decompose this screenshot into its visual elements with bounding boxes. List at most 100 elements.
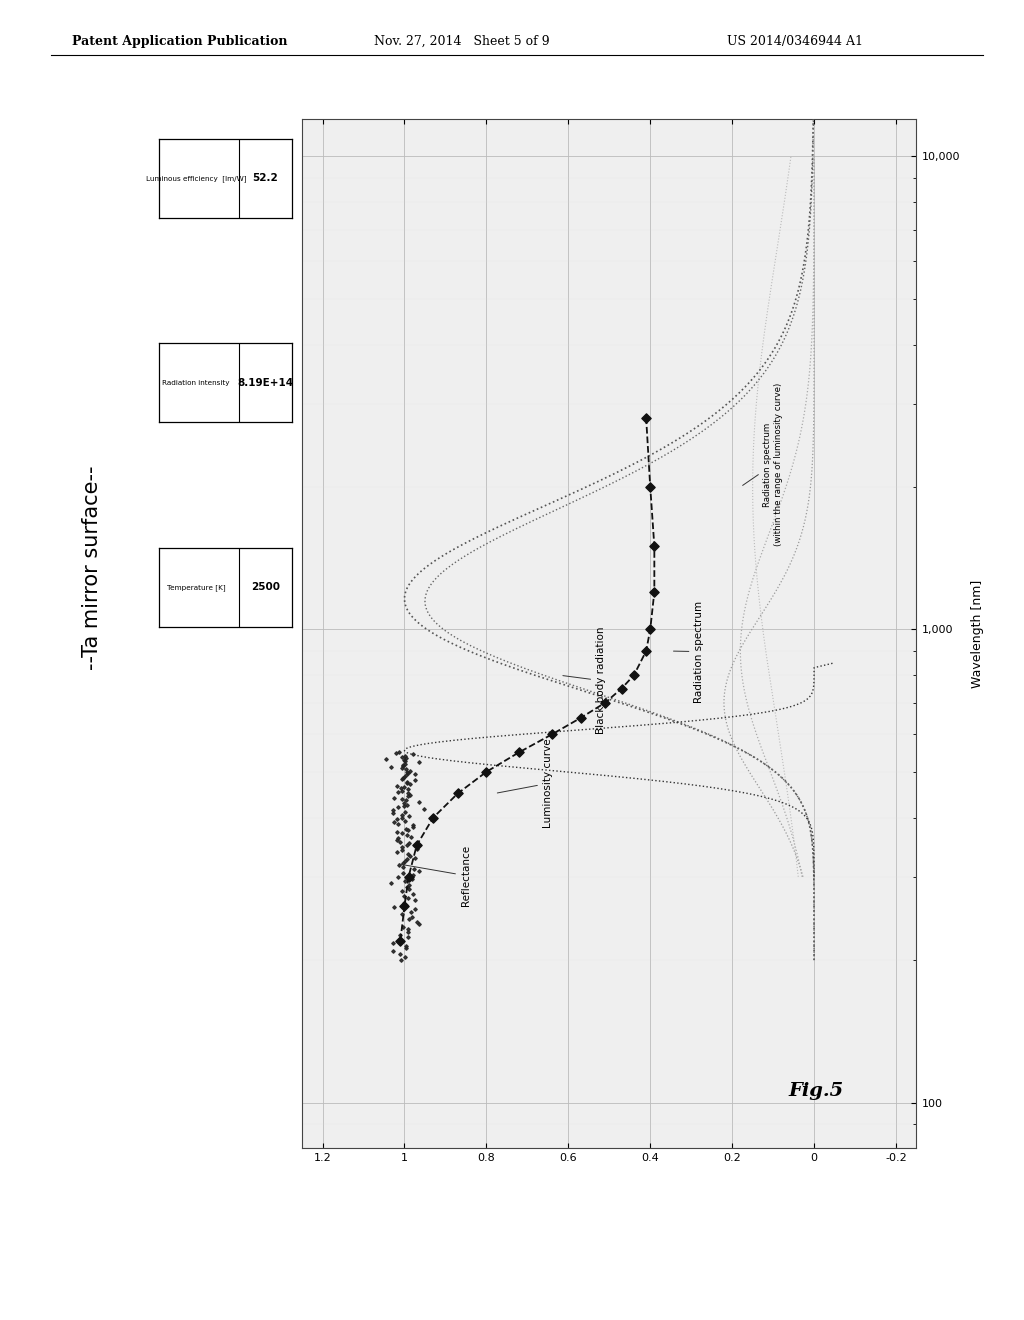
Point <box>400 887 417 908</box>
Point <box>396 892 413 913</box>
Point <box>391 944 408 965</box>
Point <box>398 849 415 870</box>
Point <box>393 788 410 809</box>
Text: Radiation spectrum
(within the range of luminosity curve): Radiation spectrum (within the range of … <box>742 383 782 546</box>
Point <box>392 931 409 952</box>
Point <box>403 902 420 923</box>
Point <box>402 784 419 805</box>
Point <box>394 862 411 883</box>
Point <box>478 762 495 783</box>
Point <box>411 752 427 774</box>
Point <box>397 946 414 968</box>
Point <box>396 744 413 766</box>
Point <box>408 847 424 869</box>
Point <box>411 861 427 882</box>
Point <box>392 832 409 853</box>
Point <box>638 640 654 661</box>
Point <box>399 843 416 865</box>
Point <box>394 754 411 775</box>
Point <box>638 408 654 429</box>
Point <box>399 927 416 948</box>
Point <box>401 833 418 854</box>
Point <box>404 744 421 766</box>
Point <box>397 810 414 832</box>
Point <box>398 789 415 810</box>
Text: Luminous efficiency  [lm/W]: Luminous efficiency [lm/W] <box>145 174 246 182</box>
Point <box>395 796 412 817</box>
Point <box>385 896 401 917</box>
Point <box>411 913 427 935</box>
Point <box>399 763 416 784</box>
Point <box>397 818 414 840</box>
Point <box>388 743 404 764</box>
Point <box>400 908 417 929</box>
Point <box>400 783 417 804</box>
Point <box>398 793 415 814</box>
Point <box>409 911 425 932</box>
Point <box>401 805 418 826</box>
Point <box>389 809 406 830</box>
Point <box>642 477 658 498</box>
Text: Radiation spectrum: Radiation spectrum <box>674 601 705 702</box>
Point <box>385 800 401 821</box>
Point <box>402 760 419 781</box>
Point <box>385 803 401 824</box>
Point <box>396 896 413 917</box>
Point <box>389 781 406 803</box>
Point <box>394 837 411 858</box>
Point <box>404 869 421 890</box>
Text: Fig.5: Fig.5 <box>788 1081 844 1100</box>
Point <box>400 779 417 800</box>
Point <box>402 826 419 847</box>
Point <box>398 762 415 783</box>
Point <box>395 857 412 878</box>
Point <box>391 742 408 763</box>
Point <box>397 759 414 780</box>
Point <box>392 777 409 799</box>
Text: Reflectance: Reflectance <box>399 845 471 907</box>
Text: US 2014/0346944 A1: US 2014/0346944 A1 <box>727 34 863 48</box>
Text: Patent Application Publication: Patent Application Publication <box>72 34 287 48</box>
Point <box>394 904 411 925</box>
Point <box>398 935 415 956</box>
Point <box>393 880 410 902</box>
Text: --Ta mirror surface--: --Ta mirror surface-- <box>82 466 102 669</box>
Point <box>398 764 415 785</box>
Point <box>646 536 663 557</box>
Point <box>385 787 401 808</box>
Text: Temperature [K]: Temperature [K] <box>167 583 225 591</box>
Point <box>394 780 411 801</box>
Point <box>399 834 416 855</box>
Point <box>394 746 411 767</box>
Point <box>395 755 412 776</box>
Point <box>403 906 420 927</box>
Point <box>393 804 410 825</box>
Point <box>406 814 422 836</box>
Point <box>397 747 414 768</box>
Point <box>396 750 413 771</box>
Point <box>385 941 401 962</box>
Point <box>390 813 407 834</box>
Point <box>392 924 409 945</box>
Point <box>393 807 410 828</box>
Point <box>411 791 427 812</box>
Point <box>395 853 412 874</box>
Point <box>407 858 423 879</box>
Point <box>396 751 413 772</box>
Point <box>399 820 416 841</box>
Point <box>597 692 613 713</box>
Point <box>450 783 466 804</box>
Point <box>406 865 422 886</box>
Point <box>400 874 417 895</box>
Point <box>408 770 424 791</box>
Point <box>544 723 560 744</box>
Point <box>410 838 426 859</box>
Point <box>396 766 413 787</box>
Point <box>409 834 425 855</box>
Text: Nov. 27, 2014   Sheet 5 of 9: Nov. 27, 2014 Sheet 5 of 9 <box>374 34 550 48</box>
Text: Radiation intensity: Radiation intensity <box>162 380 229 385</box>
Text: 8.19E+14: 8.19E+14 <box>238 378 293 388</box>
Point <box>425 807 441 828</box>
Point <box>401 845 418 866</box>
Point <box>396 801 413 822</box>
